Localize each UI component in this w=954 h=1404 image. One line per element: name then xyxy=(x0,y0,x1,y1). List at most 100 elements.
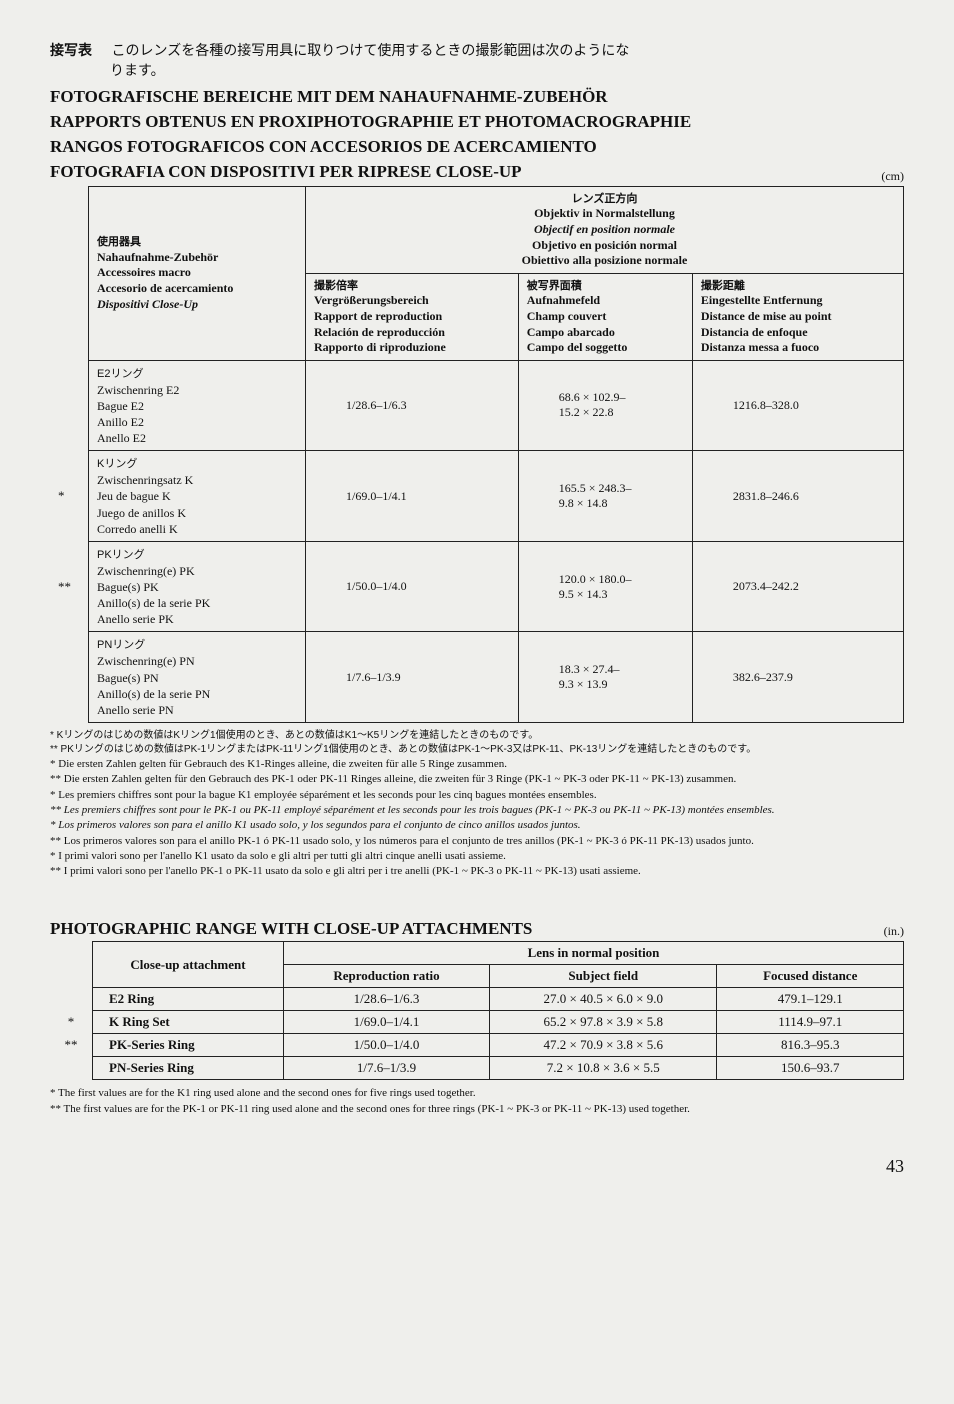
hdr-repro-it: Rapporto di riproduzione xyxy=(314,340,446,354)
hdr-dist-de: Eingestellte Entfernung xyxy=(701,293,823,307)
hdr-dist-jp: 撮影距離 xyxy=(701,280,745,292)
table-row: *K Ring Set1/69.0–1/4.165.2 × 97.8 × 3.9… xyxy=(50,1011,904,1034)
repro-cell: 1/69.0–1/4.1 xyxy=(306,451,519,542)
hdr-focus2: Focused distance xyxy=(717,965,904,988)
footnote: * Kリングのはじめの数値はKリング1個使用のとき、あとの数値はK1～K5リング… xyxy=(50,729,904,742)
hdr-field-it: Campo del soggetto xyxy=(527,340,628,354)
repro-cell: 1/69.0–1/4.1 xyxy=(284,1011,490,1034)
table-row: **PK-Series Ring1/50.0–1/4.047.2 × 70.9 … xyxy=(50,1034,904,1057)
hdr-repro-es: Relación de reproducción xyxy=(314,325,445,339)
hdr-lens-normal: Lens in normal position xyxy=(284,942,904,965)
table-row: PNリングZwischenring(e) PNBague(s) PNAnillo… xyxy=(50,632,904,723)
hdr-lens-es: Objetivo en posición normal xyxy=(532,238,677,252)
footnote: * Los primeros valores son para el anill… xyxy=(50,818,904,832)
main-title-2: RANGOS FOTOGRAFICOS CON ACCESORIOS DE AC… xyxy=(50,136,904,159)
equip-cell: E2リングZwischenring E2Bague E2Anillo E2Ane… xyxy=(89,360,306,451)
jp-header-label: 接写表 xyxy=(50,44,92,59)
row-star xyxy=(50,360,89,451)
field-cell: 120.0 × 180.0–9.5 × 14.3 xyxy=(518,541,692,632)
jp-header-line1: このレンズを各種の接写用具に取りつけて使用するときの撮影範囲は次のようにな xyxy=(112,44,630,59)
section2-title: PHOTOGRAPHIC RANGE WITH CLOSE-UP ATTACHM… xyxy=(50,919,884,939)
hdr-subj2: Subject field xyxy=(490,965,717,988)
footnote: ** I primi valori sono per l'anello PK-1… xyxy=(50,864,904,878)
footnotes-1: * Kリングのはじめの数値はKリング1個使用のとき、あとの数値はK1～K5リング… xyxy=(50,729,904,878)
main-title-3: FOTOGRAFIA CON DISPOSITIVI PER RIPRESE C… xyxy=(50,161,881,184)
hdr-equip-de: Nahaufnahme-Zubehör xyxy=(97,250,218,264)
hdr-dist-it: Distanza messa a fuoco xyxy=(701,340,819,354)
hdr-dist-fr: Distance de mise au point xyxy=(701,309,832,323)
hdr-equip-jp: 使用器具 xyxy=(97,236,141,248)
row-star xyxy=(50,632,89,723)
hdr-equip-fr: Accessoires macro xyxy=(97,265,191,279)
subj-cell: 7.2 × 10.8 × 3.6 × 5.5 xyxy=(490,1057,717,1080)
attach-name: E2 Ring xyxy=(93,988,284,1011)
footnote: * The first values are for the K1 ring u… xyxy=(50,1086,904,1100)
hdr-repro2: Reproduction ratio xyxy=(284,965,490,988)
hdr-field-es: Campo abarcado xyxy=(527,325,615,339)
hdr-field-fr: Champ couvert xyxy=(527,309,607,323)
hdr-attach: Close-up attachment xyxy=(93,942,284,988)
field-cell: 68.6 × 102.9–15.2 × 22.8 xyxy=(518,360,692,451)
jp-header: 接写表 このレンズを各種の接写用具に取りつけて使用するときの撮影範囲は次のように… xyxy=(50,40,904,80)
range-table: Close-up attachment Lens in normal posit… xyxy=(50,941,904,1080)
hdr-equip-it: Dispositivi Close-Up xyxy=(97,297,198,311)
main-title-0: FOTOGRAFISCHE BEREICHE MIT DEM NAHAUFNAH… xyxy=(50,86,904,109)
subj-cell: 65.2 × 97.8 × 3.9 × 5.8 xyxy=(490,1011,717,1034)
hdr-lens-jp: レンズ正方向 xyxy=(572,193,638,205)
hdr-lens-fr: Objectif en position normale xyxy=(534,222,675,236)
table-row: **PKリングZwischenring(e) PKBague(s) PKAnil… xyxy=(50,541,904,632)
row-star: ** xyxy=(50,1034,93,1057)
hdr-field-de: Aufnahmefeld xyxy=(527,293,600,307)
row-star xyxy=(50,988,93,1011)
dist-cell: 2831.8–246.6 xyxy=(692,451,903,542)
jp-header-line2: ります。 xyxy=(110,64,165,79)
focus-cell: 1114.9–97.1 xyxy=(717,1011,904,1034)
repro-cell: 1/28.6–1/6.3 xyxy=(284,988,490,1011)
attach-name: K Ring Set xyxy=(93,1011,284,1034)
unit-in: (in.) xyxy=(884,924,904,939)
dist-cell: 1216.8–328.0 xyxy=(692,360,903,451)
footnote: ** PKリングのはじめの数値はPK-1リングまたはPK-11リング1個使用のと… xyxy=(50,743,904,756)
row-star: ** xyxy=(50,541,89,632)
unit-cm: (cm) xyxy=(881,169,904,184)
field-cell: 165.5 × 248.3–9.8 × 14.8 xyxy=(518,451,692,542)
repro-cell: 1/7.6–1/3.9 xyxy=(306,632,519,723)
dist-cell: 382.6–237.9 xyxy=(692,632,903,723)
hdr-field-jp: 被写界面積 xyxy=(527,280,582,292)
focus-cell: 816.3–95.3 xyxy=(717,1034,904,1057)
table-row: PN-Series Ring1/7.6–1/3.97.2 × 10.8 × 3.… xyxy=(50,1057,904,1080)
hdr-repro-fr: Rapport de reproduction xyxy=(314,309,442,323)
repro-cell: 1/50.0–1/4.0 xyxy=(306,541,519,632)
focus-cell: 150.6–93.7 xyxy=(717,1057,904,1080)
field-cell: 18.3 × 27.4–9.3 × 13.9 xyxy=(518,632,692,723)
focus-cell: 479.1–129.1 xyxy=(717,988,904,1011)
main-title-1: RAPPORTS OBTENUS EN PROXIPHOTOGRAPHIE ET… xyxy=(50,111,904,134)
repro-cell: 1/50.0–1/4.0 xyxy=(284,1034,490,1057)
row-star xyxy=(50,1057,93,1080)
table-row: *KリングZwischenringsatz KJeu de bague KJue… xyxy=(50,451,904,542)
hdr-dist-es: Distancia de enfoque xyxy=(701,325,808,339)
table-row: E2リングZwischenring E2Bague E2Anillo E2Ane… xyxy=(50,360,904,451)
hdr-repro-de: Vergrößerungsbereich xyxy=(314,293,429,307)
subj-cell: 47.2 × 70.9 × 3.8 × 5.6 xyxy=(490,1034,717,1057)
hdr-lens-it: Obiettivo alla posizione normale xyxy=(522,253,688,267)
dist-cell: 2073.4–242.2 xyxy=(692,541,903,632)
hdr-lens-de: Objektiv in Normalstellung xyxy=(534,206,675,220)
subj-cell: 27.0 × 40.5 × 6.0 × 9.0 xyxy=(490,988,717,1011)
hdr-repro-jp: 撮影倍率 xyxy=(314,280,358,292)
footnote: ** Les premiers chiffres sont pour le PK… xyxy=(50,803,904,817)
hdr-equip-es: Accesorio de acercamiento xyxy=(97,281,233,295)
closeup-table: 使用器具 Nahaufnahme-Zubehör Accessoires mac… xyxy=(50,186,904,723)
footnotes-2: * The first values are for the K1 ring u… xyxy=(50,1086,904,1116)
page-number: 43 xyxy=(50,1156,904,1177)
attach-name: PK-Series Ring xyxy=(93,1034,284,1057)
repro-cell: 1/7.6–1/3.9 xyxy=(284,1057,490,1080)
footnote: ** The first values are for the PK-1 or … xyxy=(50,1102,904,1116)
footnote: * I primi valori sono per l'anello K1 us… xyxy=(50,849,904,863)
equip-cell: PNリングZwischenring(e) PNBague(s) PNAnillo… xyxy=(89,632,306,723)
repro-cell: 1/28.6–1/6.3 xyxy=(306,360,519,451)
footnote: * Die ersten Zahlen gelten für Gebrauch … xyxy=(50,757,904,771)
footnote: * Les premiers chiffres sont pour la bag… xyxy=(50,788,904,802)
equip-cell: KリングZwischenringsatz KJeu de bague KJueg… xyxy=(89,451,306,542)
footnote: ** Los primeros valores son para el anil… xyxy=(50,834,904,848)
